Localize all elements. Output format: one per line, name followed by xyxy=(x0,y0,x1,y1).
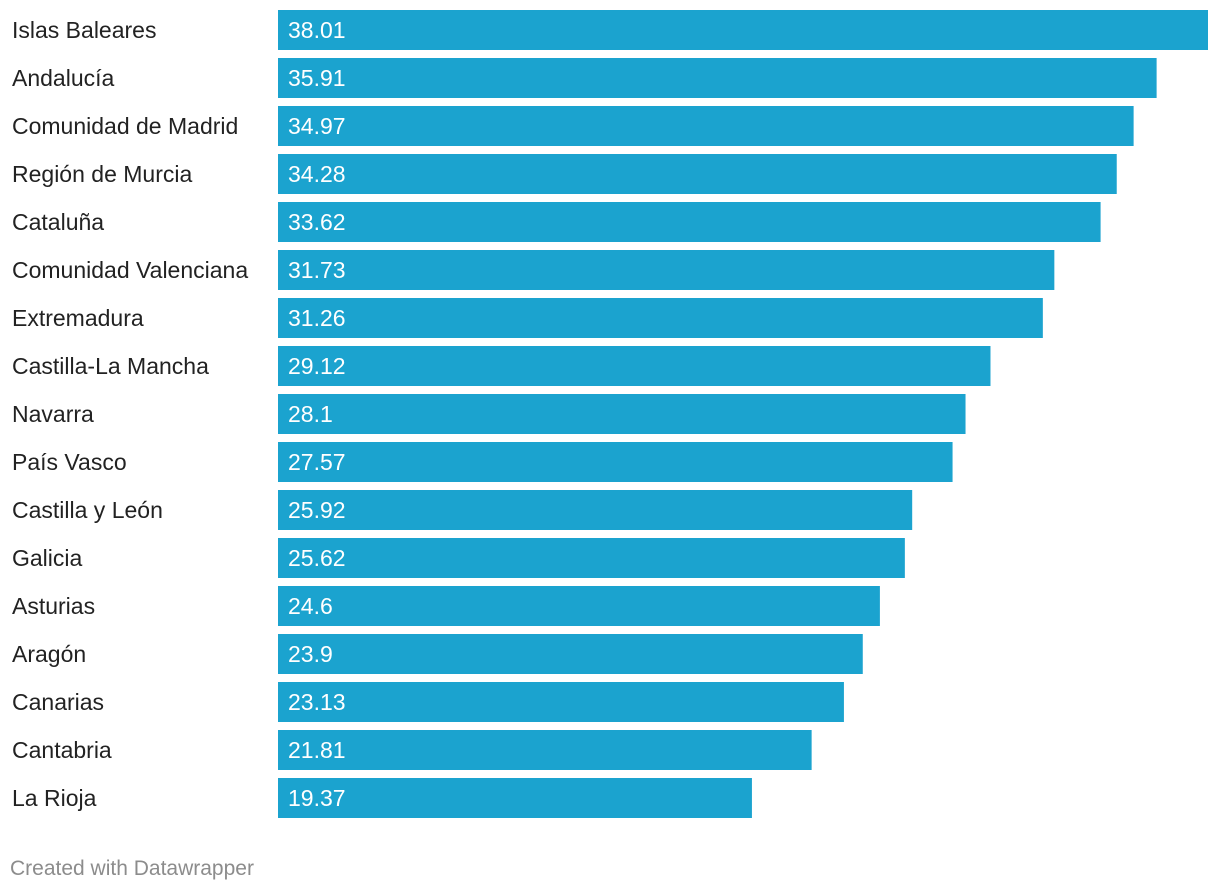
bar xyxy=(278,346,991,386)
bar xyxy=(278,730,812,770)
category-label: Castilla y León xyxy=(12,497,163,523)
value-label: 38.01 xyxy=(288,17,346,43)
value-label: 23.13 xyxy=(288,689,346,715)
bar xyxy=(278,586,880,626)
bar xyxy=(278,394,966,434)
value-label: 25.92 xyxy=(288,497,346,523)
category-label: Comunidad de Madrid xyxy=(12,113,238,139)
category-label: Extremadura xyxy=(12,305,144,331)
bars-layer: Islas Baleares 38.01 Andalucía 35.91 Comunid… xyxy=(12,10,1208,818)
bar xyxy=(278,154,1117,194)
category-label: Cantabria xyxy=(12,737,112,763)
bar xyxy=(278,490,913,530)
bar xyxy=(278,442,953,482)
chart-credit: Created with Datawrapper xyxy=(10,857,254,880)
value-label: 34.97 xyxy=(288,113,346,139)
category-label: Galicia xyxy=(12,545,83,571)
value-label: 24.6 xyxy=(288,593,333,619)
bar xyxy=(278,250,1055,290)
bar xyxy=(278,778,752,818)
bar xyxy=(278,538,905,578)
bar xyxy=(278,298,1043,338)
value-label: 28.1 xyxy=(288,401,333,427)
value-label: 31.73 xyxy=(288,257,346,283)
bar xyxy=(278,202,1101,242)
value-label: 27.57 xyxy=(288,449,346,475)
category-label: Castilla-La Mancha xyxy=(12,353,209,379)
bar xyxy=(278,106,1134,146)
category-label: Navarra xyxy=(12,401,94,427)
value-label: 34.28 xyxy=(288,161,346,187)
value-label: 21.81 xyxy=(288,737,346,763)
value-label: 25.62 xyxy=(288,545,346,571)
value-label: 33.62 xyxy=(288,209,346,235)
value-label: 19.37 xyxy=(288,785,346,811)
bar xyxy=(278,10,1208,50)
category-label: Aragón xyxy=(12,641,86,667)
value-label: 35.91 xyxy=(288,65,346,91)
category-label: País Vasco xyxy=(12,449,127,475)
category-label: Cataluña xyxy=(12,209,104,235)
value-label: 31.26 xyxy=(288,305,346,331)
bar xyxy=(278,682,844,722)
category-label: Andalucía xyxy=(12,65,115,91)
value-label: 23.9 xyxy=(288,641,333,667)
category-label: Islas Baleares xyxy=(12,17,156,43)
category-label: La Rioja xyxy=(12,785,97,811)
value-label: 29.12 xyxy=(288,353,346,379)
category-label: Canarias xyxy=(12,689,104,715)
bar xyxy=(278,634,863,674)
bar xyxy=(278,58,1157,98)
category-label: Comunidad Valenciana xyxy=(12,257,248,283)
category-label: Asturias xyxy=(12,593,95,619)
category-label: Región de Murcia xyxy=(12,161,192,187)
